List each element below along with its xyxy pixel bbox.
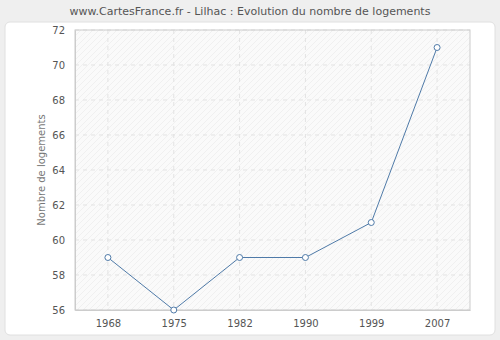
- marks: [105, 45, 440, 314]
- y-tick: 56: [52, 305, 75, 316]
- y-axis: 56 58 60 62 64 66 68 70 72: [52, 25, 75, 316]
- grid-line-x: [239, 30, 240, 310]
- y-tick: 68: [52, 95, 75, 106]
- x-tick-label: 1975: [162, 318, 187, 329]
- grid-line-y: [75, 240, 470, 241]
- x-tick-label: 2007: [425, 318, 450, 329]
- grid-line-x: [305, 30, 306, 310]
- grid-line-y: [75, 205, 470, 206]
- x-tick: 2007: [425, 310, 450, 329]
- grid-line-x: [371, 30, 372, 310]
- grid-line-x: [437, 30, 438, 310]
- y-tick-label: 60: [52, 235, 65, 246]
- x-tick-label: 1982: [227, 318, 252, 329]
- y-tick-label: 56: [52, 305, 65, 316]
- x-tick-label: 1990: [293, 318, 318, 329]
- point: [302, 255, 308, 261]
- x-tick: 1990: [293, 310, 318, 329]
- y-tick: 64: [52, 165, 75, 176]
- background: [0, 0, 500, 340]
- y-axis-title: Nombre de logements: [36, 114, 47, 225]
- plot-background: [75, 30, 470, 310]
- x-tick: 1968: [96, 310, 121, 329]
- y-tick: 62: [52, 200, 75, 211]
- point: [434, 45, 440, 51]
- grid-line-x: [173, 30, 174, 310]
- panel: [5, 22, 495, 335]
- y-tick: 60: [52, 235, 75, 246]
- y-tick: 70: [52, 60, 75, 71]
- grid-line-y: [75, 275, 470, 276]
- grid: [75, 30, 470, 310]
- x-tick-label: 1999: [359, 318, 384, 329]
- y-tick-label: 68: [52, 95, 65, 106]
- point: [105, 255, 111, 261]
- y-tick-label: 66: [52, 130, 65, 141]
- y-tick-label: 64: [52, 165, 65, 176]
- y-tick-label: 72: [52, 25, 65, 36]
- grid-line-y: [75, 135, 470, 136]
- grid-line-y: [75, 100, 470, 101]
- y-tick-label: 58: [52, 270, 65, 281]
- plot: 56 58 60 62 64 66 68 70 72 1968 1975 1982 1990 1999 20…: [52, 25, 470, 329]
- x-tick: 1982: [227, 310, 252, 329]
- x-tick: 1999: [359, 310, 384, 329]
- x-tick-label: 1968: [96, 318, 121, 329]
- x-axis: 1968 1975 1982 1990 1999 2007: [76, 310, 471, 329]
- point: [171, 307, 177, 313]
- y-tick-label: 70: [52, 60, 65, 71]
- y-tick: 66: [52, 130, 75, 141]
- grid-line-x: [107, 30, 108, 310]
- y-tick: 72: [52, 25, 75, 36]
- chart: www.CartesFrance.fr - Lilhac : Evolution…: [0, 0, 500, 340]
- point: [368, 220, 374, 226]
- line: [108, 48, 437, 311]
- point: [237, 255, 243, 261]
- grid-line-y: [75, 170, 470, 171]
- y-tick-label: 62: [52, 200, 65, 211]
- grid-line-y: [75, 65, 470, 66]
- plot-frame: [75, 30, 470, 310]
- y-tick: 58: [52, 270, 75, 281]
- title: www.CartesFrance.fr - Lilhac : Evolution…: [70, 5, 431, 18]
